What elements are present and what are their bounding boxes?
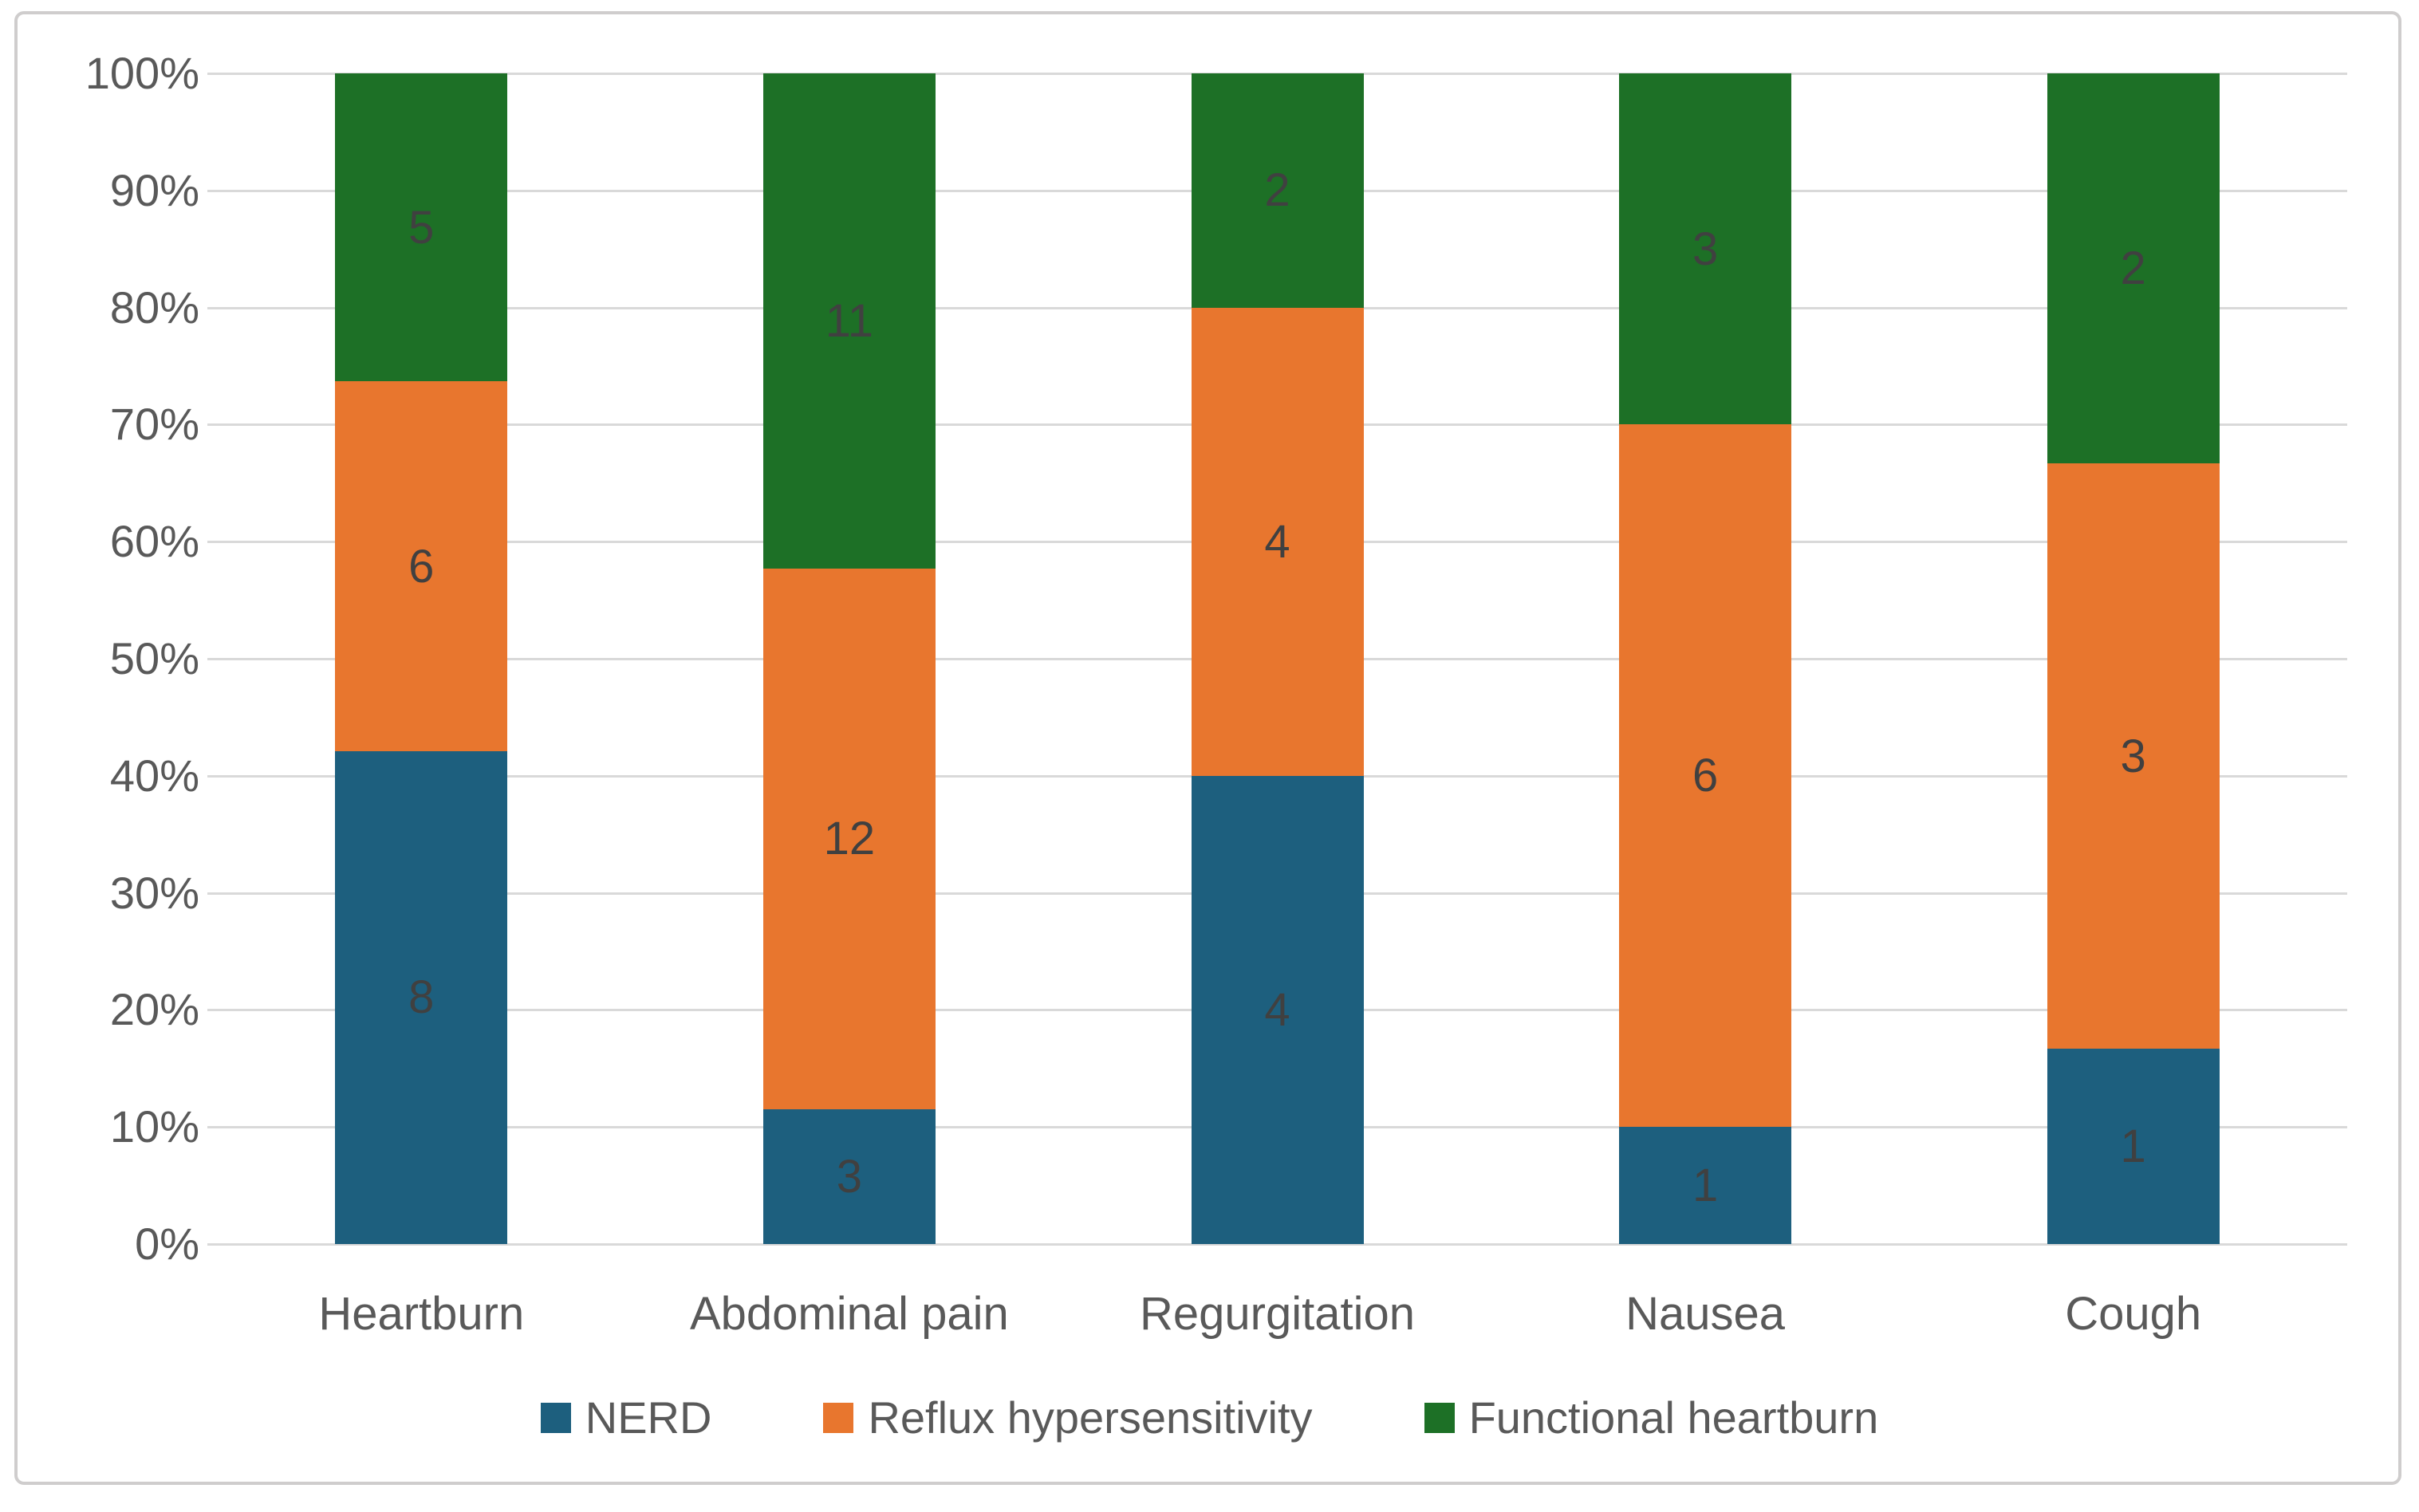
legend-swatch-icon (540, 1403, 571, 1433)
legend-label: NERD (585, 1392, 712, 1443)
chart-legend: NERD Reflux hypersensitivity Functional he… (0, 1386, 2419, 1450)
legend-item-reflux-hypersensitivity: Reflux hypersensitivity (823, 1390, 1313, 1446)
legend-label: Reflux hypersensitivity (868, 1392, 1313, 1443)
legend-item-functional-heartburn: Functional heartburn (1424, 1390, 1879, 1446)
legend-item-nerd: NERD (540, 1390, 712, 1446)
legend-swatch-icon (823, 1403, 854, 1433)
chart-frame (14, 11, 2401, 1485)
legend-swatch-icon (1424, 1403, 1455, 1433)
legend-label: Functional heartburn (1468, 1392, 1879, 1443)
